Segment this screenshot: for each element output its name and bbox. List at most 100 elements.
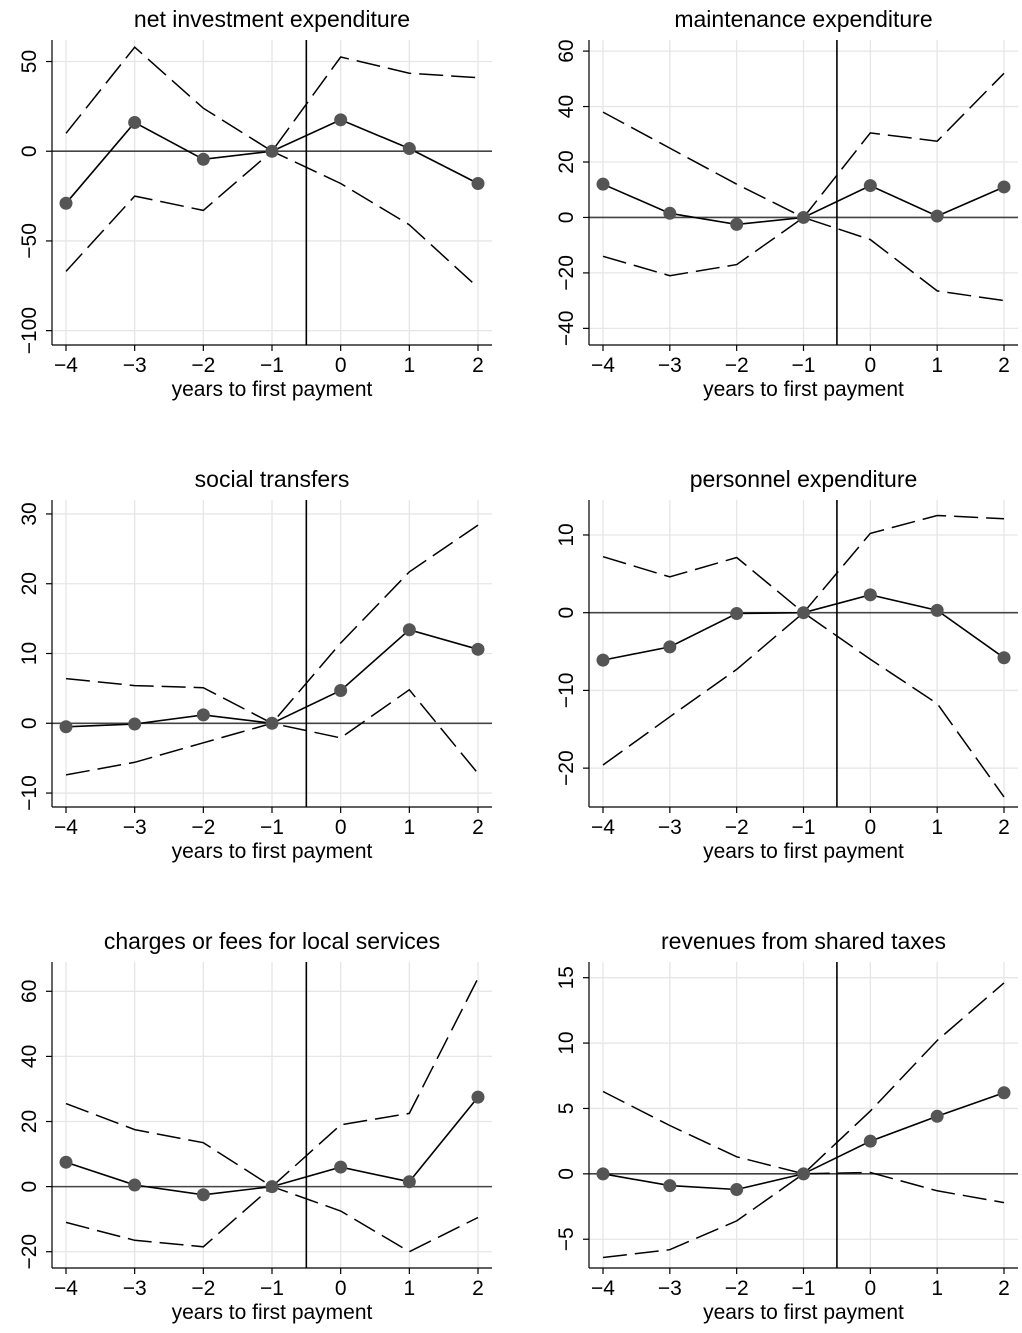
x-axis-label: years to first payment	[172, 1301, 373, 1324]
data-point	[596, 1167, 610, 1181]
chart-title: charges or fees for local services	[104, 928, 440, 954]
x-tick-label: −1	[260, 816, 284, 839]
series-line-upper-bound	[65, 46, 479, 153]
x-tick-label: 2	[472, 1277, 484, 1300]
x-tick-label: −4	[591, 1277, 615, 1300]
y-tick-label: 0	[18, 145, 41, 157]
chart-title: maintenance expenditure	[674, 6, 932, 32]
x-tick-label: −3	[123, 354, 147, 377]
x-tick-label: −4	[591, 354, 615, 377]
x-axis-label: years to first payment	[703, 378, 904, 401]
y-tick-label: 30	[18, 502, 41, 525]
data-point	[797, 606, 810, 620]
x-axis-label: years to first payment	[172, 378, 373, 401]
series-line-lower-bound	[602, 611, 1005, 798]
data-point	[196, 708, 210, 722]
data-point	[196, 152, 210, 166]
chart-title: social transfers	[195, 466, 350, 492]
data-point	[930, 603, 944, 617]
y-tick-label: 10	[555, 1031, 578, 1054]
data-point	[930, 1109, 944, 1123]
y-tick-label: −10	[555, 673, 578, 709]
x-tick-label: 1	[931, 354, 943, 377]
x-tick-label: −1	[792, 1277, 816, 1300]
x-tick-label: 2	[998, 1277, 1010, 1300]
data-point	[730, 217, 744, 231]
y-tick-label: 60	[18, 980, 41, 1003]
data-point	[997, 651, 1011, 665]
x-tick-label: −2	[725, 354, 749, 377]
data-point	[863, 1134, 877, 1148]
y-tick-label: −20	[18, 1234, 41, 1270]
y-tick-label: 0	[555, 1168, 578, 1180]
data-point	[863, 179, 877, 193]
y-tick-label: 10	[18, 642, 41, 665]
y-tick-label: 40	[555, 95, 578, 118]
y-tick-label: −5	[555, 1227, 578, 1251]
x-tick-label: −2	[191, 1277, 215, 1300]
x-axis-label: years to first payment	[703, 840, 904, 863]
y-tick-label: 40	[18, 1045, 41, 1068]
x-tick-label: 1	[931, 1277, 943, 1300]
x-tick-label: −3	[658, 816, 682, 839]
data-point	[997, 1086, 1011, 1100]
data-point	[797, 210, 810, 224]
x-tick-label: 0	[864, 1277, 876, 1300]
data-point	[334, 683, 348, 697]
y-tick-label: 0	[555, 607, 578, 619]
x-tick-label: −3	[658, 1277, 682, 1300]
data-point	[730, 606, 744, 620]
data-point	[797, 1167, 810, 1181]
y-tick-label: 20	[555, 150, 578, 173]
y-tick-label: −20	[555, 255, 578, 291]
x-tick-label: 2	[998, 354, 1010, 377]
chart-title: net investment expenditure	[134, 6, 410, 32]
y-tick-label: 0	[555, 212, 578, 224]
data-point	[663, 640, 677, 654]
x-tick-label: 2	[472, 354, 484, 377]
data-point	[471, 177, 485, 191]
x-tick-label: −1	[260, 1277, 284, 1300]
x-tick-label: −2	[725, 1277, 749, 1300]
data-point	[402, 623, 416, 637]
y-tick-label: −40	[555, 311, 578, 347]
data-point	[596, 177, 610, 191]
data-point	[863, 588, 877, 602]
x-tick-label: −4	[54, 1277, 78, 1300]
data-point	[128, 1178, 142, 1192]
chart-title: personnel expenditure	[690, 466, 918, 492]
y-tick-label: 0	[18, 717, 41, 729]
x-tick-label: −4	[54, 816, 78, 839]
y-tick-label: −20	[555, 750, 578, 786]
series-line-lower-bound	[602, 1171, 1005, 1259]
series-line-lower-bound	[602, 216, 1005, 302]
x-tick-label: −4	[591, 816, 615, 839]
x-tick-label: 0	[864, 354, 876, 377]
data-point	[596, 653, 610, 667]
chart-panel-2: −4 −3 −2 −1 0 1 2 60 40 20 0 −20 −40 maintenance expe…	[555, 6, 1018, 401]
y-tick-label: 20	[18, 572, 41, 595]
x-tick-label: 0	[335, 1277, 347, 1300]
x-tick-label: −3	[123, 1277, 147, 1300]
chart-panel-1: −4 −3 −2 −1 0 1 2 50 0 −50 −100 net investment expe…	[18, 6, 492, 401]
x-tick-label: 1	[931, 816, 943, 839]
data-point	[59, 720, 73, 734]
data-point	[334, 1160, 348, 1174]
x-axis-label: years to first payment	[703, 1301, 904, 1324]
data-point	[471, 1090, 485, 1104]
data-point	[128, 116, 142, 130]
x-tick-label: −1	[260, 354, 284, 377]
x-tick-label: 1	[403, 354, 415, 377]
x-tick-label: −1	[792, 816, 816, 839]
data-point	[59, 1155, 73, 1169]
chart-panel-5: −4 −3 −2 −1 0 1 2 60 40 20 0 −20 charges or fees for…	[18, 928, 492, 1324]
data-point	[402, 142, 416, 156]
y-tick-label: 50	[18, 50, 41, 73]
x-tick-label: 2	[998, 816, 1010, 839]
series-line-upper-bound	[602, 982, 1005, 1175]
data-point	[663, 206, 677, 220]
data-point	[196, 1188, 210, 1202]
data-point	[128, 717, 142, 731]
